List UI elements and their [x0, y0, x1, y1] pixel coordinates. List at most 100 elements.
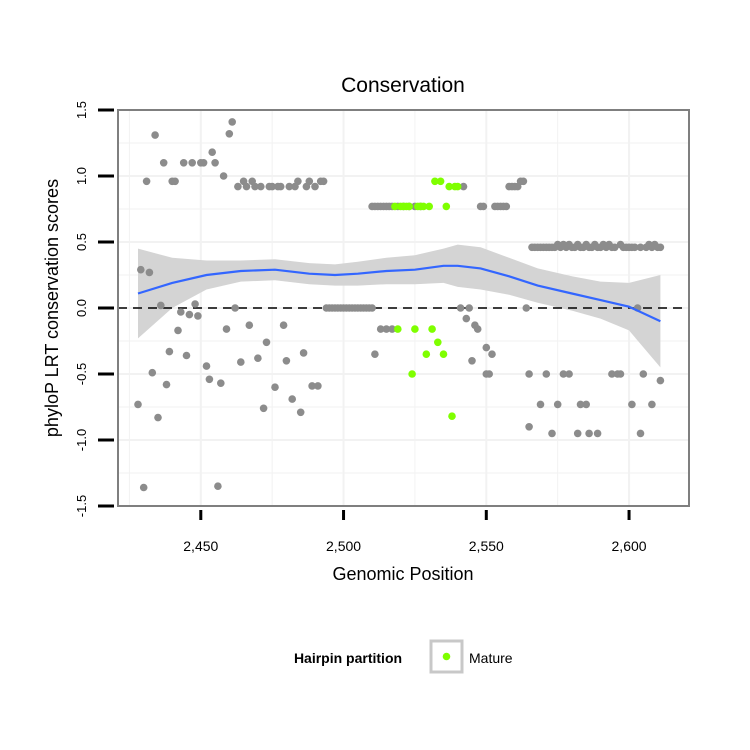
other-point	[251, 182, 259, 191]
other-point	[485, 370, 494, 378]
chart-title: Conservation	[341, 74, 465, 97]
mature-point	[408, 370, 416, 378]
other-point	[314, 382, 322, 390]
mature-point	[431, 177, 439, 186]
other-point	[371, 350, 379, 359]
mature-point	[419, 202, 428, 211]
y-tick-label: -1.0	[74, 429, 89, 451]
smooth-trend-line	[137, 264, 661, 323]
mature-point	[425, 202, 434, 211]
other-point	[502, 202, 511, 211]
other-point	[165, 347, 174, 356]
x-tick-label: 2,500	[326, 538, 361, 554]
other-point	[473, 325, 482, 333]
mature-point	[391, 202, 399, 211]
mature-point	[428, 325, 436, 333]
other-point	[222, 325, 231, 333]
other-point	[536, 400, 545, 409]
other-point	[308, 382, 316, 390]
other-point	[231, 304, 239, 312]
other-point	[208, 148, 216, 156]
other-point	[488, 350, 496, 359]
other-point	[134, 400, 142, 409]
y-axis: -1.5 -1.0 -0.5 0.0 0.5 1.0 1.5	[74, 101, 114, 517]
mature-point	[448, 412, 456, 421]
other-point	[177, 308, 185, 316]
legend-entry-mature: Mature	[469, 650, 513, 666]
other-point	[468, 357, 476, 365]
other-point	[656, 243, 665, 252]
other-point	[319, 177, 328, 186]
other-point	[585, 429, 593, 438]
other-point	[245, 321, 254, 330]
other-point	[548, 429, 556, 438]
other-point	[182, 351, 191, 360]
other-point	[157, 301, 165, 310]
confidence-band	[138, 244, 661, 368]
other-point	[188, 159, 196, 167]
mature-point	[453, 182, 462, 191]
other-point	[542, 370, 551, 378]
other-point	[199, 159, 208, 167]
y-tick-label: -0.5	[74, 363, 89, 385]
other-point	[234, 182, 242, 191]
other-point	[174, 326, 182, 335]
mature-point	[411, 325, 419, 333]
other-point	[294, 177, 302, 186]
plot-frame	[117, 109, 690, 507]
mature-point	[439, 350, 448, 359]
other-point	[608, 370, 616, 378]
other-point	[559, 370, 568, 378]
other-point	[456, 304, 465, 312]
other-point	[237, 358, 245, 366]
other-point	[616, 370, 625, 378]
y-tick-label: -1.5	[74, 495, 89, 517]
other-point	[462, 314, 471, 323]
other-point	[376, 325, 385, 333]
other-point	[519, 177, 528, 186]
data-points	[134, 118, 665, 492]
other-point	[162, 380, 171, 389]
other-point	[225, 130, 234, 138]
other-point	[276, 182, 285, 191]
mature-point	[394, 325, 402, 333]
other-point	[151, 131, 159, 139]
other-point	[185, 310, 194, 319]
other-point	[479, 202, 488, 211]
legend: Hairpin partition Mature	[294, 639, 513, 674]
other-point	[525, 370, 533, 378]
other-point	[305, 177, 314, 186]
other-point	[268, 182, 277, 191]
other-point	[214, 482, 222, 491]
other-point	[242, 182, 251, 191]
x-tick-label: 2,450	[183, 538, 218, 554]
other-point	[228, 118, 236, 126]
other-point	[262, 338, 271, 347]
other-point	[254, 354, 262, 363]
other-point	[202, 362, 211, 370]
other-point	[139, 483, 148, 492]
x-axis: 2,450 2,500 2,550 2,600	[183, 510, 647, 554]
other-point	[631, 243, 639, 252]
other-point	[211, 159, 219, 167]
y-tick-label: 1.0	[74, 167, 89, 185]
other-point	[179, 159, 188, 167]
other-point	[259, 404, 268, 413]
other-point	[311, 182, 319, 191]
other-point	[636, 243, 645, 252]
other-point	[465, 304, 474, 312]
mature-point	[436, 177, 445, 186]
other-point	[271, 383, 279, 392]
other-point	[299, 349, 308, 357]
other-point	[217, 379, 225, 388]
other-point	[191, 300, 199, 308]
other-point	[171, 177, 179, 186]
other-point	[639, 370, 648, 378]
other-point	[296, 408, 305, 417]
other-point	[522, 304, 531, 312]
other-point	[205, 375, 214, 384]
other-point	[285, 182, 294, 191]
y-tick-label: 0.0	[74, 299, 89, 317]
x-tick-label: 2,600	[612, 538, 647, 554]
other-point	[382, 325, 391, 333]
